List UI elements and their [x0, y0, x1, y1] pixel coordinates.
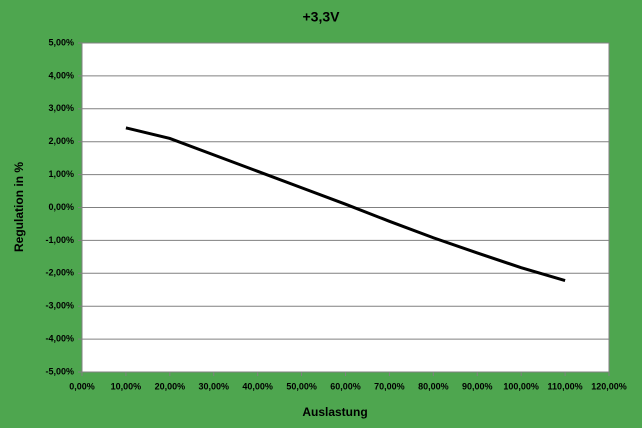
line-series [125, 126, 566, 282]
x-tick-label: 0,00% [69, 381, 95, 391]
x-tick-label: 20,00% [155, 381, 186, 391]
x-tick-label: 80,00% [418, 381, 449, 391]
y-tick-label: -2,00% [45, 268, 74, 278]
y-tick-label: 0,00% [48, 202, 74, 212]
y-tick-label: -4,00% [45, 333, 74, 343]
y-tick-label: 2,00% [48, 136, 74, 146]
y-tick-label: -5,00% [45, 366, 74, 376]
y-tick-label: 3,00% [48, 103, 74, 113]
x-tick-label: 30,00% [198, 381, 229, 391]
x-axis-label: Auslastung [302, 405, 367, 419]
x-tick-label: 10,00% [111, 381, 142, 391]
y-axis-label: Regulation in % [12, 162, 26, 252]
x-tick-label: 110,00% [548, 381, 583, 391]
y-tick-label: -3,00% [45, 301, 74, 311]
x-tick-label: 100,00% [503, 381, 539, 391]
x-tick-label: 120,00% [591, 381, 627, 391]
y-tick-label: 1,00% [48, 169, 74, 179]
y-tick-label: 4,00% [48, 70, 74, 80]
y-tick-label: 5,00% [48, 37, 74, 47]
x-tick-label: 50,00% [286, 381, 317, 391]
chart-title: +3,3V [303, 9, 341, 25]
x-tick-label: 40,00% [242, 381, 273, 391]
x-tick-label: 90,00% [462, 381, 493, 391]
x-tick-label: 70,00% [374, 381, 405, 391]
x-tick-label: 60,00% [330, 381, 361, 391]
y-tick-label: -1,00% [45, 235, 74, 245]
